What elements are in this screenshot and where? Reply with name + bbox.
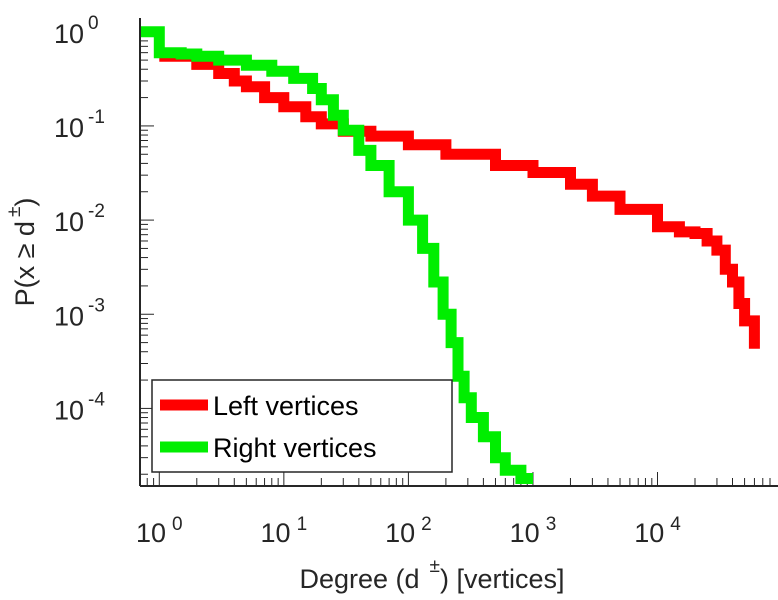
y-tick-label: 10 -2	[54, 201, 105, 237]
x-tick-label: 10 0	[136, 514, 183, 548]
x-tick-labels: 10 0 10 1 10 2 10 3 10 4	[136, 514, 681, 548]
y-tick-label: 10 0	[54, 13, 99, 49]
x-tick-label: 10 2	[385, 514, 432, 548]
series-layer	[140, 26, 760, 484]
x-tick-label: 10 4	[634, 514, 681, 548]
x-axis-title: Degree (d ±) [vertices]	[299, 556, 564, 594]
y-axis-title: P(x ≥ d±)	[4, 198, 40, 307]
legend-label-left: Left vertices	[213, 391, 359, 421]
y-tick-label: 10 -1	[54, 107, 105, 143]
legend-label-right: Right vertices	[213, 433, 377, 463]
legend: Left vertices Right vertices	[151, 379, 453, 473]
y-tick-label: 10 -3	[54, 295, 105, 331]
x-tick-label: 10 1	[261, 514, 308, 548]
legend-box	[151, 379, 453, 473]
series-line-right	[140, 26, 533, 484]
series-line-left	[159, 50, 760, 349]
x-tick-label: 10 3	[510, 514, 557, 548]
y-tick-label: 10 -4	[54, 389, 105, 425]
x-minor-ticks	[139, 472, 771, 486]
